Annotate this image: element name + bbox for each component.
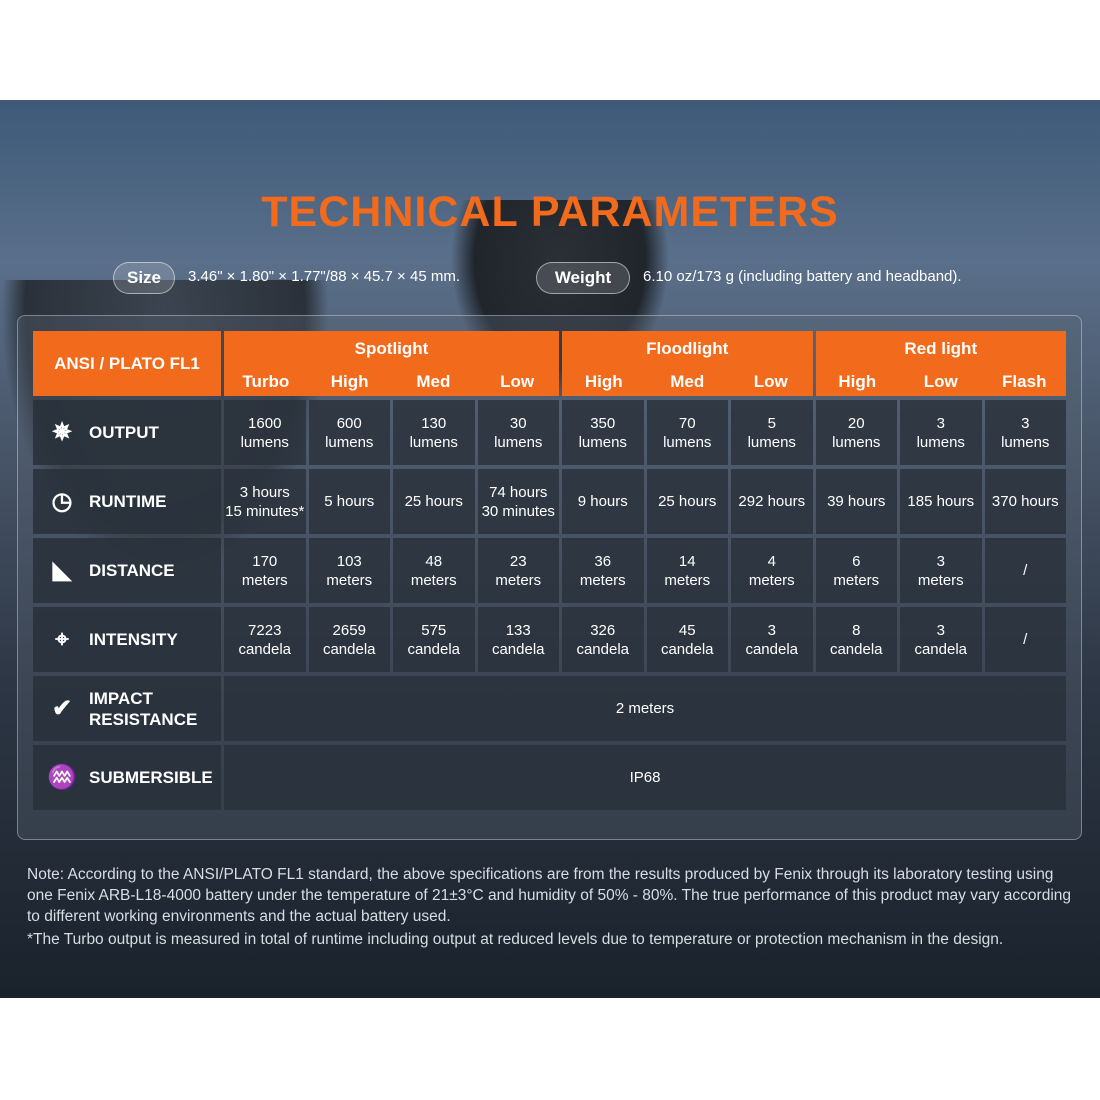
table-cell: 25 hours (646, 469, 728, 534)
size-value: 3.46" × 1.80" × 1.77"/88 × 45.7 × 45 mm. (188, 268, 460, 285)
row-runtime-label-text: RUNTIME (89, 492, 167, 511)
table-cell: 292 hours (731, 469, 813, 534)
group-header-spotlight: Spotlight Turbo High Med Low (224, 331, 559, 396)
table-cell: 3 lumens (900, 400, 982, 465)
row-intensity-label-text: INTENSITY (89, 630, 178, 649)
table-cell: 350 lumens (562, 400, 644, 465)
mode-label: Flash (1002, 372, 1047, 391)
mode-label: Low (500, 372, 535, 391)
mode-list: Turbo High Med Low (224, 372, 559, 392)
table-cell: 170 meters (224, 538, 306, 603)
group-name: Spotlight (354, 339, 429, 358)
water-icon: ♒ (47, 764, 77, 791)
row-submersible-value: IP68 (224, 745, 1066, 810)
mode-label: Med (670, 372, 705, 391)
row-output-label-text: OUTPUT (89, 423, 159, 442)
table-cell: 3 meters (900, 538, 982, 603)
group-header-floodlight: Floodlight High Med Low (562, 331, 813, 396)
table-cell: 1600 lumens (224, 400, 306, 465)
table-cell: 133 candela (477, 607, 559, 672)
page-title: TECHNICAL PARAMETERS (261, 188, 839, 236)
table-cell: 23 meters (477, 538, 559, 603)
table-corner-header: ANSI / PLATO FL1 (33, 331, 221, 396)
row-distance-label: ◣ DISTANCE (33, 538, 221, 603)
mode-label: Low (753, 372, 788, 391)
table-cell: 39 hours (815, 469, 897, 534)
table-cell: 70 lumens (646, 400, 728, 465)
table-cell: 25 hours (393, 469, 475, 534)
table-cell: 30 lumens (477, 400, 559, 465)
mode-label: Low (923, 372, 958, 391)
turbo-note: *The Turbo output is measured in total o… (27, 931, 1004, 948)
table-cell: 3 lumens (984, 400, 1066, 465)
table-cell: 575 candela (393, 607, 475, 672)
row-submersible-label: ♒ SUBMERSIBLE (33, 745, 221, 810)
table-cell: 8 candela (815, 607, 897, 672)
weight-label: Weight (536, 262, 630, 294)
group-header-red-light: Red light High Low Flash (815, 331, 1067, 396)
table-cell: 600 lumens (308, 400, 390, 465)
mode-label: Turbo (242, 372, 290, 391)
table-cell: 7223 candela (224, 607, 306, 672)
table-cell: 3 hours 15 minutes* (224, 469, 306, 534)
row-impact-value: 2 meters (224, 676, 1066, 741)
row-runtime-label: ◷ RUNTIME (33, 469, 221, 534)
row-impact-label: ✔ IMPACT RESISTANCE (33, 676, 221, 741)
table-cell: 3 candela (900, 607, 982, 672)
table-cell: 20 lumens (815, 400, 897, 465)
table-cell: 4 meters (731, 538, 813, 603)
table-cell: 370 hours (984, 469, 1066, 534)
impact-check-icon: ✔ (51, 695, 73, 722)
table-cell: 45 candela (646, 607, 728, 672)
weight-value: 6.10 oz/173 g (including battery and hea… (643, 268, 962, 285)
table-cell: 5 hours (308, 469, 390, 534)
footnote: Note: According to the ANSI/PLATO FL1 st… (27, 864, 1077, 950)
table-cell: 14 meters (646, 538, 728, 603)
table-cell: 130 lumens (393, 400, 475, 465)
table-cell: 3 candela (731, 607, 813, 672)
table-cell: 48 meters (393, 538, 475, 603)
group-name: Floodlight (646, 339, 729, 358)
table-cell: 9 hours (562, 469, 644, 534)
mode-label: Med (416, 372, 451, 391)
table-cell: 36 meters (562, 538, 644, 603)
mode-label: High (584, 372, 623, 391)
mode-list: High Med Low (562, 372, 813, 392)
clock-icon: ◷ (51, 488, 73, 515)
row-output-label: ✵ OUTPUT (33, 400, 221, 465)
beam-distance-icon: ◣ (52, 557, 72, 584)
row-distance-label-text: DISTANCE (89, 561, 175, 580)
mode-list: High Low Flash (816, 372, 1067, 392)
table-cell: 185 hours (900, 469, 982, 534)
table-cell: 2659 candela (308, 607, 390, 672)
table-cell: / (984, 607, 1066, 672)
row-intensity-label: ⌖ INTENSITY (33, 607, 221, 672)
table-cell: / (984, 538, 1066, 603)
table-cell: 74 hours 30 minutes (477, 469, 559, 534)
target-icon: ⌖ (55, 625, 69, 653)
size-label: Size (113, 262, 175, 294)
light-burst-icon: ✵ (51, 419, 73, 446)
table-cell: 5 lumens (731, 400, 813, 465)
note-text: Note: According to the ANSI/PLATO FL1 st… (27, 866, 1072, 925)
table-cell: 326 candela (562, 607, 644, 672)
table-cell: 6 meters (815, 538, 897, 603)
row-impact-label-text: IMPACT RESISTANCE (89, 688, 198, 729)
mode-label: High (838, 372, 877, 391)
group-name: Red light (904, 339, 978, 358)
table-cell: 103 meters (308, 538, 390, 603)
spec-table: ANSI / PLATO FL1 Spotlight Turbo High Med Low… (33, 331, 1066, 810)
mode-label: High (330, 372, 369, 391)
row-submersible-label-text: SUBMERSIBLE (89, 768, 213, 787)
